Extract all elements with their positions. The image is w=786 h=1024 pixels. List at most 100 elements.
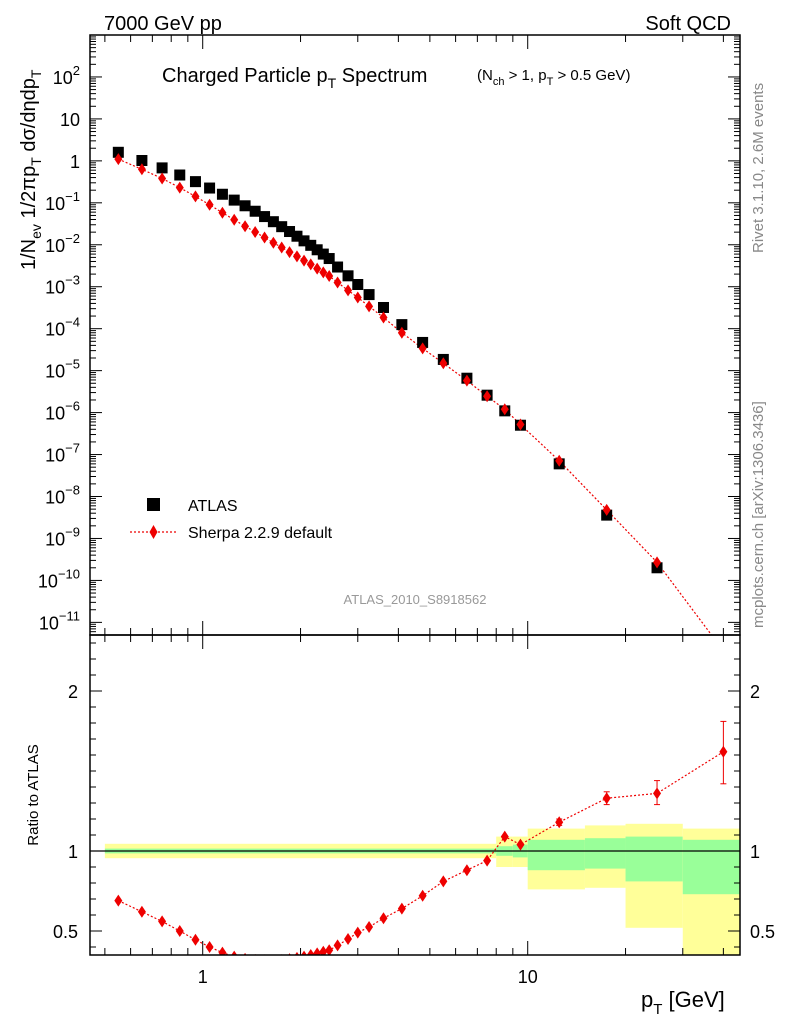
sherpa-point (483, 390, 492, 403)
sherpa-point (365, 300, 374, 313)
main-y-tick-label: 10−4 (45, 315, 80, 340)
atlas-point (323, 253, 335, 265)
main-y-tick-label: 10−1 (45, 189, 80, 214)
legend-sherpa-marker (149, 525, 158, 539)
legend: ATLAS Sherpa 2.2.9 default (130, 498, 333, 542)
sherpa-point (418, 342, 427, 355)
atlas-point (136, 155, 148, 167)
atlas-point (239, 200, 251, 212)
header-left: 7000 GeV pp (104, 13, 222, 35)
ratio-point (719, 745, 728, 758)
atlas-point (267, 216, 279, 228)
sherpa-point (325, 270, 334, 283)
sherpa-point (555, 454, 564, 467)
ratio-point (516, 838, 525, 851)
ratio-point (301, 950, 307, 955)
main-axis-ticks (90, 35, 740, 635)
atlas-point (204, 182, 216, 194)
ratio-y-tick-label: 2 (68, 682, 78, 702)
ratio-point (500, 830, 509, 843)
main-panel (90, 35, 740, 657)
ratio-point (273, 954, 274, 955)
atlas-point (317, 248, 329, 260)
legend-sherpa-label: Sherpa 2.2.9 default (188, 525, 333, 542)
ratio-y-tick-label: 0.5 (53, 922, 78, 942)
ratio-point (365, 921, 374, 933)
ratio-y-tick-label-right: 1 (750, 842, 760, 862)
sherpa-point (379, 311, 388, 324)
header-right: Soft QCD (645, 13, 731, 35)
atlas-point (396, 319, 408, 331)
rivet-label: Rivet 3.1.10, 2.6M events (750, 83, 767, 253)
main-title: Charged Particle pT Spectrum (162, 65, 427, 91)
sherpa-point (251, 226, 260, 239)
atlas-point (291, 230, 303, 242)
ratio-point (114, 894, 123, 907)
sherpa-point (269, 236, 278, 249)
ratio-point (439, 875, 448, 888)
main-y-tick-label: 10−6 (45, 399, 80, 424)
ratio-point (254, 953, 256, 955)
ratio-y-tick-label: 1 (68, 842, 78, 862)
atlas-point (156, 162, 168, 174)
ratio-point (555, 816, 564, 829)
ratio-axis-ticks (90, 635, 740, 955)
ratio-point (191, 933, 200, 946)
ratio-point (218, 946, 227, 955)
ratio-point (306, 949, 315, 955)
atlas-point (174, 169, 186, 181)
ratio-data-marks (114, 720, 728, 955)
ratio-point (379, 912, 388, 925)
sherpa-point (191, 190, 200, 203)
sherpa-point (516, 418, 525, 431)
sherpa-point (462, 374, 471, 387)
sherpa-point (277, 241, 286, 254)
ratio-y-tick-label-right: 2 (750, 682, 760, 702)
sherpa-point (241, 220, 250, 233)
main-y-tick-label: 10−7 (45, 441, 80, 466)
ratio-series-line (118, 751, 724, 955)
x-axis-label: pT [GeV] (641, 987, 725, 1018)
sherpa-point (306, 258, 315, 271)
atlas-point (249, 205, 261, 217)
main-y-tick-label: 10 (60, 110, 80, 130)
legend-atlas-marker (147, 498, 160, 511)
sherpa-point (719, 645, 727, 657)
main-title-cuts: (Nch > 1, pT > 0.5 GeV) (477, 67, 630, 88)
sherpa-point (230, 213, 239, 226)
ratio-panel (90, 635, 740, 955)
main-series-lines (118, 158, 713, 635)
ratio-stat-band (527, 839, 585, 871)
sherpa-point (602, 503, 611, 516)
ratio-point (602, 792, 611, 805)
sherpa-point (300, 254, 309, 267)
sherpa-point (158, 172, 167, 185)
sherpa-point (285, 246, 294, 259)
ratio-point (281, 954, 283, 955)
ratio-stat-band (625, 836, 683, 882)
mcplots-label: mcplots.cern.ch [arXiv:1306.3436] (750, 401, 767, 628)
atlas-point (189, 176, 201, 188)
ratio-point (333, 939, 342, 952)
sherpa-line (118, 158, 713, 635)
x-tick-label: 1 (198, 967, 208, 987)
ratio-point (353, 926, 362, 939)
atlas-point (228, 194, 240, 206)
sherpa-point (439, 357, 448, 370)
ratio-point (462, 864, 471, 877)
sherpa-point (218, 206, 227, 219)
main-y-tick-label: 10−3 (45, 273, 80, 298)
main-y-tick-label: 102 (53, 63, 80, 88)
ratio-point (231, 950, 238, 955)
ratio-point (653, 787, 662, 800)
atlas-point (284, 226, 296, 238)
ratio-point (344, 933, 353, 945)
ratio-point (175, 925, 184, 937)
atlas-point (276, 221, 288, 233)
atlas-point (259, 211, 271, 223)
sherpa-point (114, 153, 123, 166)
sherpa-point (653, 556, 662, 569)
main-y-tick-label: 10−9 (45, 524, 80, 549)
sherpa-point (175, 181, 184, 194)
